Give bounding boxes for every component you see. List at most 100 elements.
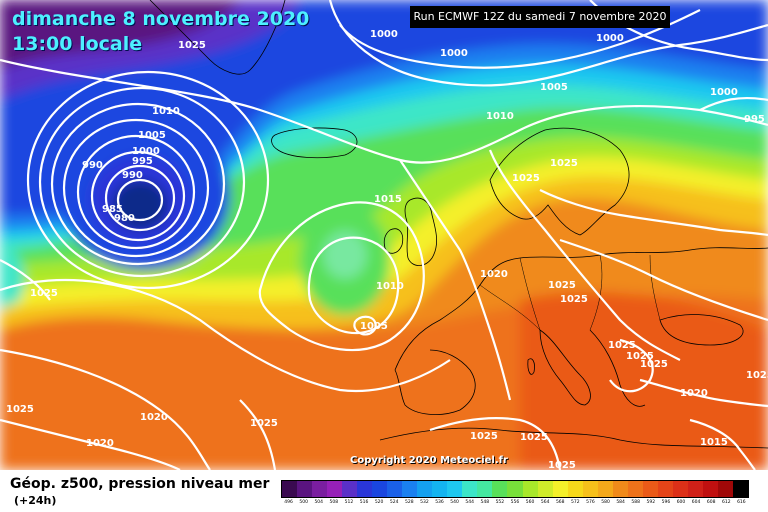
legend-swatch — [282, 481, 298, 497]
legend-swatch — [447, 481, 463, 497]
isobar-label: 1010 — [376, 281, 404, 292]
legend-swatch — [537, 481, 553, 497]
legend-swatch — [657, 481, 673, 497]
forecast-step: (+24h) — [14, 494, 57, 507]
isobar-label: 1025 — [548, 460, 576, 470]
isobar-label: 1000 — [132, 146, 160, 157]
legend-bar: Géop. z500, pression niveau mer (+24h) 4… — [0, 470, 768, 512]
legend-value: 580 — [601, 500, 610, 505]
legend-swatch — [477, 481, 493, 497]
legend-value: 540 — [450, 500, 459, 505]
weather-map: 1025 1000 1000 1000 1005 1000 995 1010 1… — [0, 0, 768, 470]
isobar-labels: 1025 1000 1000 1000 1005 1000 995 1010 1… — [6, 29, 768, 470]
legend-swatch — [612, 481, 628, 497]
legend-value: 544 — [465, 500, 474, 505]
legend-swatch — [522, 481, 538, 497]
legend-value: 616 — [737, 500, 746, 505]
isobar-label: 1025 — [30, 288, 58, 299]
isobar-label: 985 — [102, 204, 123, 215]
legend-value: 548 — [480, 500, 490, 505]
legend-swatch — [432, 481, 448, 497]
legend-swatch — [342, 481, 358, 497]
legend-swatch — [702, 481, 718, 497]
legend-swatch — [462, 481, 478, 497]
isobar-label: 1025 — [640, 359, 668, 370]
legend-swatch — [312, 481, 328, 497]
legend-value: 500 — [299, 500, 308, 505]
isobar-label: 1025 — [6, 404, 34, 415]
legend-value: 552 — [495, 500, 505, 505]
legend-swatch — [627, 481, 643, 497]
isobar-label: 1025 — [250, 418, 278, 429]
isobar-label: 1005 — [138, 130, 166, 141]
legend-value: 588 — [631, 500, 640, 505]
legend-value: 508 — [329, 500, 339, 505]
legend-value: 520 — [374, 500, 384, 505]
legend-value: 496 — [284, 500, 293, 505]
legend-value: 504 — [314, 500, 324, 505]
isobars — [0, 0, 768, 470]
legend-value: 528 — [405, 500, 414, 505]
legend-swatch — [372, 481, 388, 497]
field-title: Géop. z500, pression niveau mer — [10, 476, 270, 492]
isobar-label: 1025 — [746, 370, 768, 381]
legend-value: 576 — [586, 500, 595, 505]
isobar-label: 980 — [114, 213, 135, 224]
isobar-label: 1005 — [360, 321, 388, 332]
legend-swatch — [402, 481, 418, 497]
color-scale: 496 500 504 508 512 516 520 524 528 532 536 540 544 5… — [281, 480, 749, 508]
legend-value: 592 — [646, 500, 656, 505]
legend-swatch — [357, 481, 373, 497]
isobar-label: 1010 — [152, 106, 180, 117]
legend-swatch — [387, 481, 403, 497]
color-scale-swatches — [281, 480, 749, 498]
copyright-text: Copyright 2020 Meteociel.fr — [350, 455, 508, 466]
legend-value: 516 — [359, 500, 369, 505]
isobar-label: 995 — [132, 156, 153, 167]
color-scale-labels: 496 500 504 508 512 516 520 524 528 532 536 540 544 5… — [281, 498, 749, 508]
legend-swatch — [552, 481, 568, 497]
legend-swatch — [582, 481, 598, 497]
coastlines — [149, 0, 768, 449]
legend-value: 532 — [420, 500, 429, 505]
isobar-label: 1000 — [596, 33, 624, 44]
isobar-label: 990 — [122, 170, 143, 181]
legend-swatch — [327, 481, 343, 497]
legend-value: 584 — [616, 500, 625, 505]
map-canvas: 1025 1000 1000 1000 1005 1000 995 1010 1… — [0, 0, 768, 470]
isobar-label: 1005 — [540, 82, 568, 93]
isobar-label: 1010 — [486, 111, 514, 122]
legend-value: 524 — [389, 500, 399, 505]
legend-value: 512 — [344, 500, 354, 505]
isobar-label: 1020 — [480, 269, 508, 280]
isobar-label: 1000 — [370, 29, 398, 40]
legend-value: 596 — [661, 500, 671, 505]
isobar-label: 1020 — [86, 438, 114, 449]
legend-value: 564 — [540, 500, 550, 505]
isobar-label: 1025 — [626, 351, 654, 362]
isobar-label: 1000 — [440, 48, 468, 59]
isobar-label: 1000 — [710, 87, 738, 98]
legend-swatch — [687, 481, 703, 497]
isobar-label: 1015 — [374, 194, 402, 205]
legend-value: 612 — [721, 500, 731, 505]
legend-swatch — [507, 481, 523, 497]
legend-value: 560 — [525, 500, 535, 505]
isobar-label: 1020 — [680, 388, 708, 399]
forecast-time: 13:00 locale — [12, 33, 143, 55]
legend-swatch — [597, 481, 613, 497]
isobar-label: 1020 — [140, 412, 168, 423]
isobar-label: 990 — [82, 160, 103, 171]
legend-swatch — [492, 481, 508, 497]
legend-swatch — [672, 481, 688, 497]
isobar-label: 1025 — [548, 280, 576, 291]
legend-swatch — [567, 481, 583, 497]
legend-value: 536 — [435, 500, 444, 505]
legend-swatch — [417, 481, 433, 497]
isobar-label: 1025 — [470, 431, 498, 442]
isobar-label: 1025 — [560, 294, 588, 305]
legend-swatch — [732, 481, 748, 497]
isobar-label: 995 — [744, 114, 765, 125]
legend-value: 568 — [555, 500, 565, 505]
legend-value: 604 — [691, 500, 701, 505]
